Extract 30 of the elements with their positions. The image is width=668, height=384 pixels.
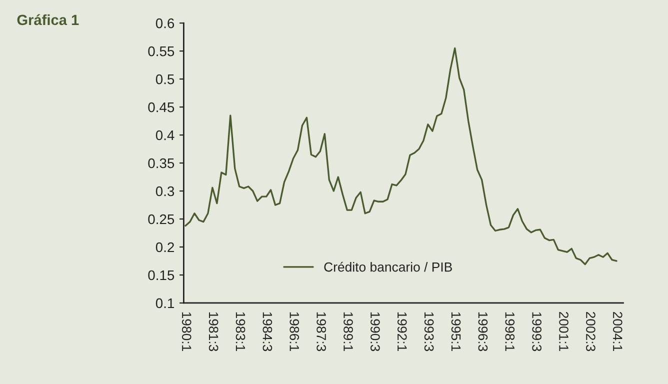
y-tick-label: 0.35 xyxy=(148,158,174,168)
y-tick-label: 0.5 xyxy=(156,74,174,84)
x-tick-label: 1995:1 xyxy=(451,312,461,352)
y-tick-label: 0.15 xyxy=(148,270,174,280)
text: Gráfica 1 xyxy=(17,14,79,26)
x-tick-label: 2002:3 xyxy=(586,312,596,352)
x-tick-label: 1990:3 xyxy=(370,312,380,352)
y-tick-label: 0.25 xyxy=(148,214,174,224)
y-tick-label: 0.6 xyxy=(156,18,174,28)
y-tick-label: 0.1 xyxy=(156,298,174,308)
x-tick-label: 1989:1 xyxy=(344,312,353,352)
x-tick-label: 1999:3 xyxy=(532,312,542,352)
x-tick-label: 1983:1 xyxy=(236,312,246,352)
x-tick-label: 1987:3 xyxy=(316,312,326,352)
y-tick-label: 0.4 xyxy=(156,130,174,140)
y-tick-label: 0.55 xyxy=(148,46,174,56)
x-tick-label: 1986:1 xyxy=(290,312,300,352)
x-tick-label: 2004:1 xyxy=(612,312,622,352)
x-tick-label: 2001:1 xyxy=(559,312,568,352)
x-tick-label: 1980:1 xyxy=(182,312,192,352)
y-tick-label: 0.45 xyxy=(148,102,174,112)
x-tick-label: 1992:1 xyxy=(397,312,407,352)
x-tick-label: 1993:3 xyxy=(424,312,434,352)
x-tick-label: 1996:3 xyxy=(478,312,488,352)
legend-label: Crédito bancario / PIB xyxy=(324,262,452,272)
y-tick-label: 0.2 xyxy=(156,242,174,252)
x-tick-label: 1981:3 xyxy=(208,312,218,352)
x-tick-label: 1984:3 xyxy=(262,312,272,352)
y-tick-label: 0.3 xyxy=(156,186,174,196)
x-tick-label: 1998:1 xyxy=(505,312,515,352)
